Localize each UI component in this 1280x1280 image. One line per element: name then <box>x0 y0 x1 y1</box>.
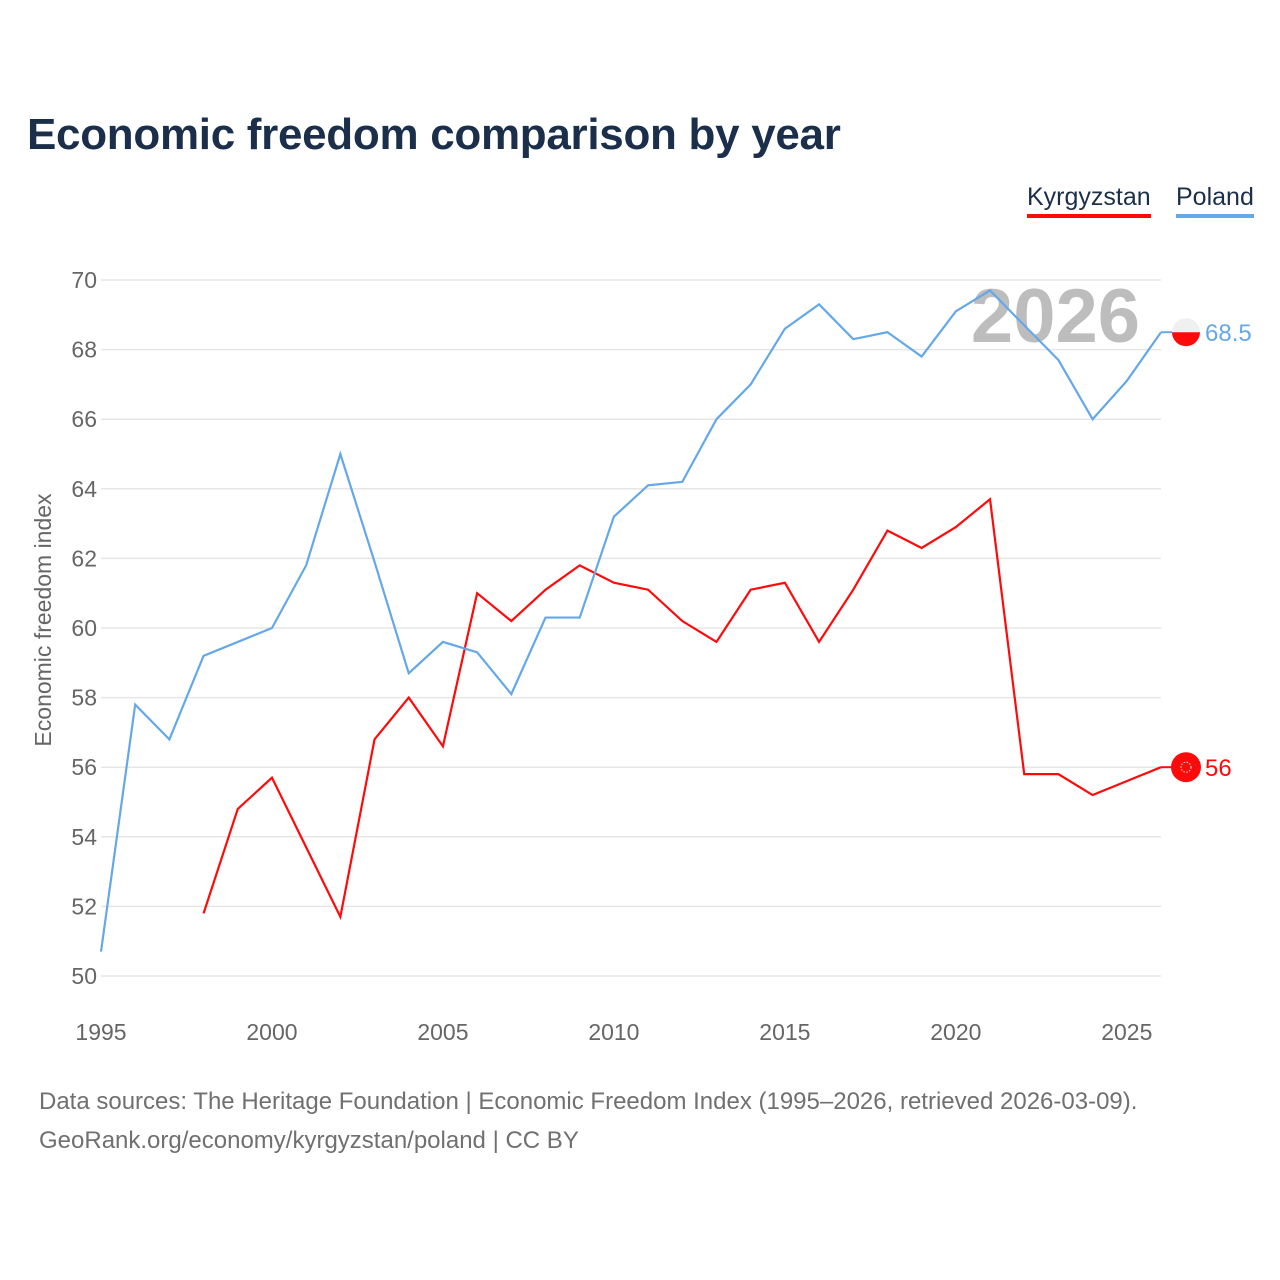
data-point <box>815 300 823 308</box>
data-point <box>405 694 413 702</box>
series-line-poland <box>99 289 1162 952</box>
data-point <box>1123 377 1131 385</box>
data-point <box>1089 415 1097 423</box>
flag-kyrgyzstan-icon <box>1171 752 1201 783</box>
end-value-label: 56 <box>1205 755 1232 782</box>
data-point <box>781 325 789 333</box>
legend-kyrgyzstan[interactable]: Kyrgyzstan <box>1027 183 1151 218</box>
chart-title: Economic freedom comparison by year <box>27 110 841 159</box>
data-point <box>986 495 994 503</box>
data-point <box>678 617 686 625</box>
x-tick-label: 2010 <box>588 1019 639 1045</box>
source-line-2[interactable]: GeoRank.org/economy/kyrgyzstan/poland | … <box>39 1127 579 1154</box>
data-point <box>542 614 550 622</box>
data-point <box>918 544 926 552</box>
data-point <box>507 690 515 698</box>
data-point <box>1020 321 1028 329</box>
data-point <box>97 948 105 956</box>
legend-poland[interactable]: Poland <box>1176 183 1254 218</box>
data-point <box>815 638 823 646</box>
data-point <box>405 669 413 677</box>
data-point <box>849 586 857 594</box>
series-line-kyrgyzstan <box>202 497 1162 921</box>
data-point <box>610 513 618 521</box>
data-point <box>336 913 344 921</box>
data-point <box>918 353 926 361</box>
data-point <box>1054 770 1062 778</box>
y-tick-label: 68 <box>71 337 97 363</box>
y-tick-label: 62 <box>71 545 97 571</box>
data-point <box>747 586 755 594</box>
data-point <box>131 701 139 709</box>
data-point <box>781 579 789 587</box>
data-point <box>1123 777 1131 785</box>
data-point <box>576 614 584 622</box>
y-tick-label: 60 <box>71 615 97 641</box>
data-point <box>200 652 208 660</box>
data-point <box>542 586 550 594</box>
data-point <box>1020 770 1028 778</box>
data-point <box>712 415 720 423</box>
y-tick-label: 54 <box>71 824 97 850</box>
data-point <box>1054 356 1062 364</box>
x-tick-label: 2000 <box>246 1019 297 1045</box>
data-point <box>200 909 208 917</box>
data-point <box>302 561 310 569</box>
data-point <box>268 624 276 632</box>
data-point <box>439 638 447 646</box>
y-tick-label: 56 <box>71 754 97 780</box>
data-point <box>883 527 891 535</box>
y-tick-label: 50 <box>71 963 97 989</box>
data-point <box>849 335 857 343</box>
x-tick-label: 1995 <box>75 1019 126 1045</box>
data-point <box>302 843 310 851</box>
data-point <box>268 774 276 782</box>
data-point <box>165 735 173 743</box>
y-tick-label: 52 <box>71 893 97 919</box>
data-point <box>644 481 652 489</box>
line-chart: 50 52 54 56 58 60 62 64 66 68 70 1995 2000 2005 2010 20… <box>30 267 1252 1045</box>
data-point <box>678 478 686 486</box>
data-point <box>473 648 481 656</box>
data-point <box>986 286 994 294</box>
data-point <box>336 450 344 458</box>
data-point <box>747 380 755 388</box>
data-point <box>952 307 960 315</box>
data-point <box>439 742 447 750</box>
data-point <box>610 579 618 587</box>
source-line-1: Data sources: The Heritage Foundation | … <box>39 1088 1138 1115</box>
x-tick-label: 2005 <box>417 1019 468 1045</box>
flag-poland-red-half <box>1172 332 1200 347</box>
data-point <box>234 638 242 646</box>
data-point <box>883 328 891 336</box>
y-axis-label: Economic freedom index <box>30 493 56 747</box>
data-point <box>1089 791 1097 799</box>
end-value-label: 68.5 <box>1205 320 1252 347</box>
year-watermark: 2026 <box>971 274 1140 359</box>
data-point <box>952 523 960 531</box>
data-point <box>234 805 242 813</box>
data-point <box>507 617 515 625</box>
y-tick-label: 70 <box>71 267 97 293</box>
data-point <box>576 561 584 569</box>
x-tick-label: 2020 <box>930 1019 981 1045</box>
data-point <box>371 735 379 743</box>
data-point <box>473 589 481 597</box>
data-point <box>712 638 720 646</box>
y-tick-label: 66 <box>71 406 97 432</box>
data-point <box>644 586 652 594</box>
data-point <box>371 558 379 566</box>
flag-sun-icon <box>1180 761 1192 773</box>
y-tick-label: 64 <box>71 476 97 502</box>
y-tick-label: 58 <box>71 685 97 711</box>
x-tick-label: 2015 <box>759 1019 810 1045</box>
x-tick-label: 2025 <box>1101 1019 1152 1045</box>
